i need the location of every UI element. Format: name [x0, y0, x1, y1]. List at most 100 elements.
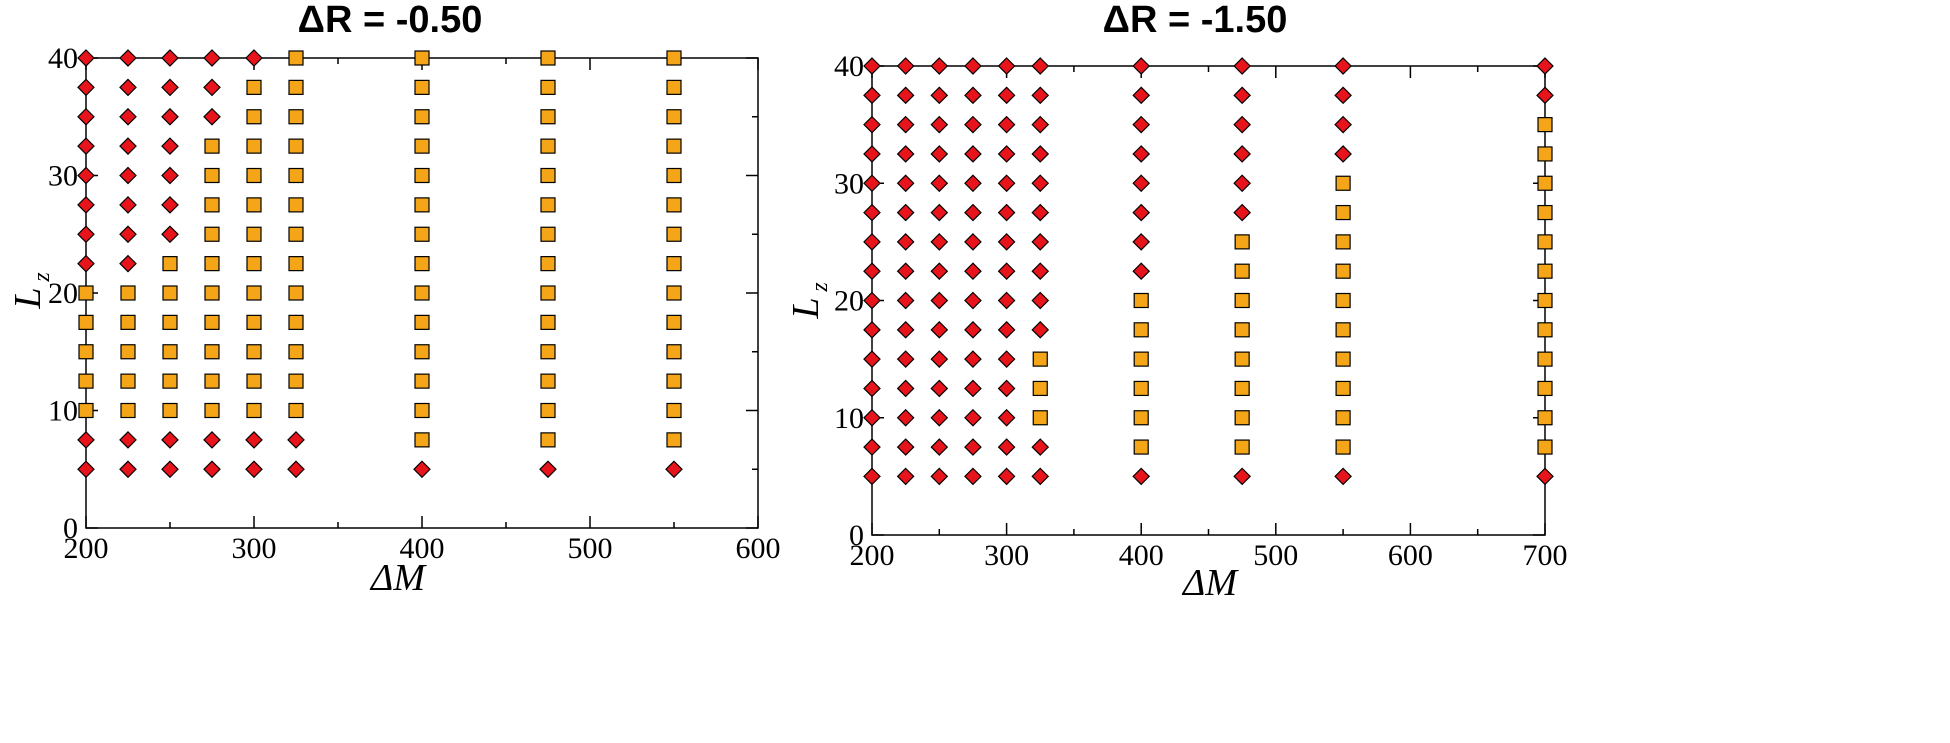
diamond-point [1536, 86, 1554, 105]
diamond-point [997, 233, 1016, 251]
diamond-point [1334, 145, 1352, 163]
diamond-point [119, 49, 137, 67]
diamond-point [203, 431, 221, 449]
diamond-point [119, 460, 137, 479]
diamond-point [964, 203, 982, 222]
diamond-point [1233, 115, 1251, 134]
diamond-point [119, 137, 137, 155]
diamond-point [203, 78, 221, 97]
square-point [666, 373, 682, 389]
square-point [540, 226, 556, 242]
diamond-point [1132, 467, 1151, 486]
square-point [204, 256, 220, 272]
square-point [288, 167, 304, 184]
diamond-point [863, 379, 881, 398]
x-axis-label: ΔM [369, 557, 427, 599]
diamond-point [161, 225, 179, 244]
square-point [162, 402, 178, 419]
diamond-point [1132, 145, 1151, 163]
x-tick-label: 700 [1523, 539, 1568, 572]
square-point [414, 432, 430, 448]
square-point [540, 79, 556, 95]
square-point [414, 226, 430, 242]
diamond-point [1334, 115, 1352, 134]
diamond-point [1031, 145, 1050, 163]
diamond-point [964, 174, 982, 193]
square-point [414, 314, 430, 330]
square-point [1335, 351, 1351, 367]
square-point [1234, 234, 1250, 250]
square-point [204, 402, 220, 419]
diamond-point [77, 196, 95, 214]
diamond-point [77, 254, 95, 273]
square-point [1133, 292, 1149, 309]
diamond-point [1132, 174, 1151, 193]
square-point [204, 373, 220, 389]
diamond-point [1031, 203, 1050, 222]
square-point [288, 373, 304, 389]
square-point [78, 402, 94, 419]
square-point [246, 109, 262, 125]
diamond-point [997, 320, 1016, 339]
square-point [1133, 351, 1149, 367]
diamond-point [1233, 467, 1251, 486]
x-tick-label: 300 [232, 532, 277, 565]
diamond-point [287, 431, 305, 449]
diamond-point [930, 467, 949, 486]
diamond-point [245, 431, 263, 449]
x-tick-label: 400 [1119, 539, 1164, 572]
square-point [540, 285, 556, 301]
diamond-point [930, 174, 949, 193]
square-point [1537, 117, 1553, 133]
diamond-point [287, 460, 305, 479]
square-point [1133, 322, 1149, 338]
diamond-point [930, 438, 949, 456]
diamond-point [964, 115, 982, 134]
square-point [540, 167, 556, 184]
square-point [666, 344, 682, 360]
diamond-point [896, 57, 915, 75]
diamond-point [930, 57, 949, 75]
square-point [414, 79, 430, 95]
square-point [414, 344, 430, 360]
diamond-point [161, 107, 179, 126]
diamond-point [896, 467, 915, 486]
diamond-point [119, 196, 137, 214]
diamond-point [1132, 86, 1151, 105]
square-point [1335, 292, 1351, 309]
diamond-series [863, 57, 1554, 486]
diamond-point [863, 467, 881, 486]
square-point [1537, 292, 1553, 309]
diamond-point [119, 166, 137, 185]
diamond-point [413, 460, 431, 479]
y-tick-label: 10 [834, 402, 864, 435]
diamond-point [863, 115, 881, 134]
square-point [666, 167, 682, 184]
square-point [1537, 380, 1553, 397]
diamond-point [161, 166, 179, 185]
diamond-point [997, 174, 1016, 193]
diamond-point [863, 350, 881, 368]
chart-title: ΔR = -1.50 [1103, 0, 1288, 41]
square-point [204, 226, 220, 242]
square-point [414, 138, 430, 154]
square-point [162, 344, 178, 360]
diamond-point [1031, 115, 1050, 134]
x-tick-label: 200 [64, 532, 109, 565]
square-point [540, 109, 556, 125]
diamond-point [964, 467, 982, 486]
square-point [288, 285, 304, 301]
diamond-point [863, 320, 881, 339]
diamond-point [997, 203, 1016, 222]
diamond-point [77, 49, 95, 67]
diamond-point [161, 137, 179, 155]
diamond-point [863, 438, 881, 456]
diamond-point [119, 107, 137, 126]
square-point [288, 402, 304, 419]
square-point [1335, 380, 1351, 397]
square-point [414, 373, 430, 389]
square-point [540, 373, 556, 389]
square-point [540, 50, 556, 66]
y-axis-label-group: Lz [785, 282, 833, 320]
